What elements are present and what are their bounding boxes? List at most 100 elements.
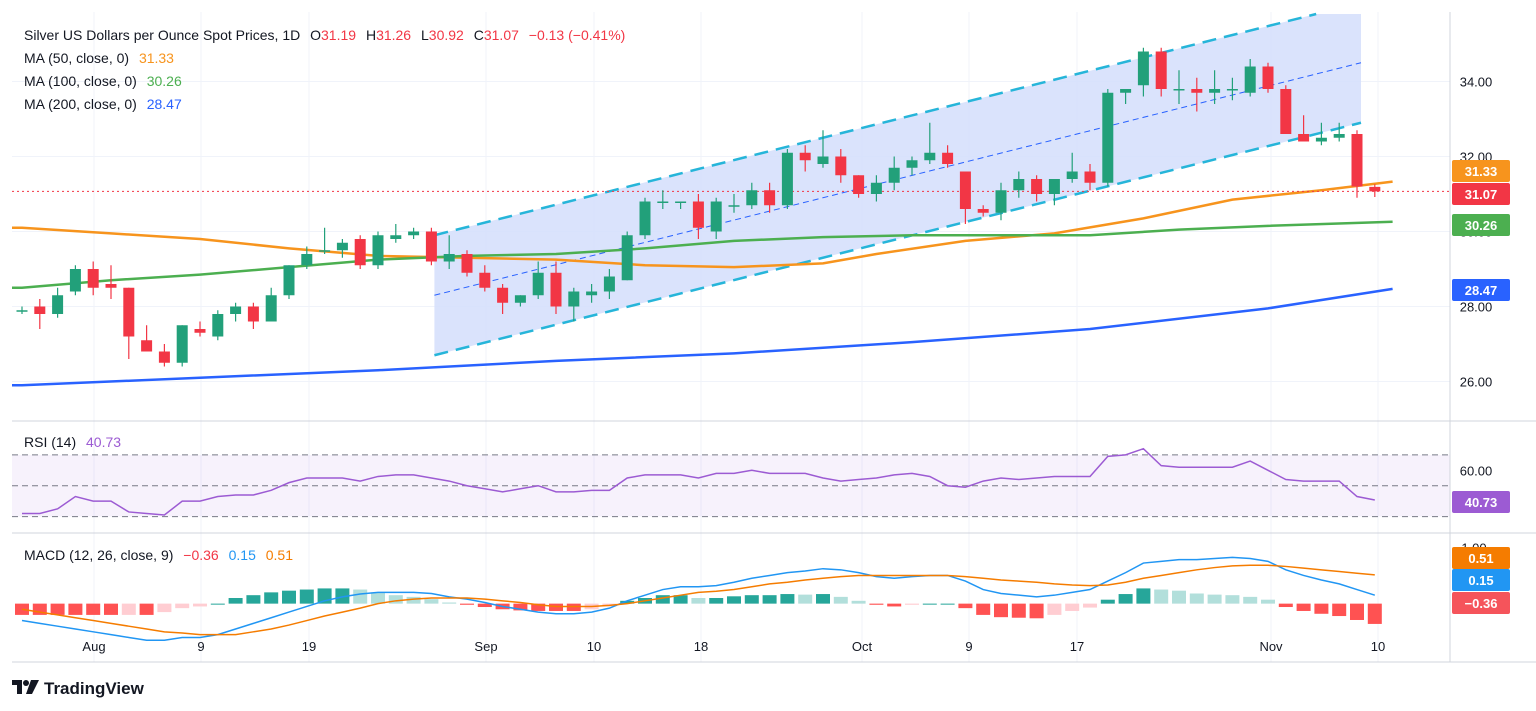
candle-body bbox=[1191, 89, 1203, 93]
candle-body bbox=[69, 269, 81, 292]
macd-histogram-bar bbox=[1154, 589, 1169, 604]
candle-body bbox=[550, 272, 562, 307]
macd-histogram-bar bbox=[246, 595, 261, 604]
candle bbox=[977, 205, 989, 217]
macd-histogram-bar bbox=[86, 603, 101, 615]
candle-body bbox=[16, 310, 28, 312]
x-axis-label: 9 bbox=[965, 639, 972, 654]
candle bbox=[675, 201, 687, 209]
macd-histogram-bar bbox=[50, 603, 65, 615]
x-axis-label: 17 bbox=[1070, 639, 1084, 654]
macd-histogram-bar bbox=[388, 595, 403, 604]
rsi-badge: 40.73 bbox=[1452, 491, 1510, 513]
candle-body bbox=[212, 314, 224, 337]
macd-histogram-bar bbox=[531, 603, 546, 611]
candle bbox=[497, 284, 509, 314]
price-axis-label: 26.00 bbox=[1460, 375, 1493, 390]
ma100-label: MA (100, close, 0) bbox=[24, 73, 137, 89]
candle bbox=[835, 149, 847, 183]
macd-histogram-bar bbox=[210, 603, 225, 605]
candle-body bbox=[1137, 51, 1149, 86]
price-axis-label: 34.00 bbox=[1460, 75, 1493, 90]
candle-body bbox=[1013, 179, 1025, 191]
candle bbox=[764, 182, 776, 213]
candle-body bbox=[1084, 171, 1096, 183]
candle bbox=[1191, 77, 1203, 112]
rsi-badge-label: 40.73 bbox=[1465, 495, 1498, 510]
price-badge: 30.26 bbox=[1452, 214, 1510, 236]
candle-body bbox=[710, 201, 722, 232]
tradingview-logo[interactable]: TradingView bbox=[12, 679, 145, 698]
candle bbox=[853, 175, 865, 198]
rsi-indicator bbox=[12, 447, 1450, 518]
candle bbox=[372, 231, 384, 269]
candle-body bbox=[319, 250, 331, 252]
x-axis-label: 19 bbox=[302, 639, 316, 654]
candle-body bbox=[265, 295, 277, 322]
ma100-value: 30.26 bbox=[147, 73, 182, 89]
macd-histogram-bar bbox=[371, 592, 385, 604]
candle bbox=[532, 261, 544, 299]
regression-channel bbox=[434, 12, 1362, 357]
candle bbox=[942, 145, 954, 168]
candle-body bbox=[87, 269, 99, 288]
low-value: 30.92 bbox=[429, 27, 464, 43]
candle bbox=[1315, 122, 1327, 146]
x-axis-label: Nov bbox=[1259, 639, 1283, 654]
macd-histogram-bar bbox=[1065, 603, 1080, 611]
channel-upper-line bbox=[434, 12, 1317, 237]
x-axis-label: Aug bbox=[82, 639, 105, 654]
candle-body bbox=[728, 205, 740, 207]
macd-histogram-bar bbox=[727, 596, 741, 604]
ma100-line bbox=[12, 220, 1393, 289]
macd-histogram-bar bbox=[905, 603, 919, 605]
legend-ma50: MA (50, close, 0) 31.33 bbox=[24, 50, 174, 66]
candle-body bbox=[799, 152, 811, 161]
macd-histogram-bar bbox=[460, 603, 474, 605]
candle bbox=[1031, 175, 1043, 202]
macd-histogram-bar bbox=[655, 595, 670, 604]
macd-histogram-bar bbox=[32, 603, 47, 615]
candle bbox=[1280, 85, 1292, 134]
macd-badge: 0.15 bbox=[1452, 569, 1510, 591]
macd-histogram-bar bbox=[922, 603, 937, 605]
high-value: 31.26 bbox=[376, 27, 411, 43]
candle-body bbox=[514, 295, 526, 303]
macd-histogram-bar bbox=[477, 603, 492, 608]
candle-body bbox=[158, 351, 170, 363]
candle bbox=[283, 265, 295, 299]
candle-body bbox=[34, 306, 46, 314]
candle bbox=[1102, 89, 1114, 187]
close-value: 31.07 bbox=[484, 27, 519, 43]
macd-label: MACD (12, 26, close, 9) bbox=[24, 547, 173, 563]
macd-histogram-bar bbox=[673, 595, 688, 604]
candle-body bbox=[1244, 66, 1256, 93]
candle-body bbox=[425, 231, 437, 262]
candle bbox=[1155, 47, 1167, 97]
candle-body bbox=[1280, 89, 1292, 134]
candle-body bbox=[1102, 92, 1114, 183]
price-badge: 28.47 bbox=[1452, 279, 1510, 301]
low-label: L bbox=[421, 27, 429, 43]
macd-histogram-bar bbox=[1029, 603, 1044, 619]
macd-histogram-bar bbox=[424, 599, 439, 604]
brand-name: TradingView bbox=[44, 679, 145, 698]
candle bbox=[1013, 171, 1025, 198]
candle-body bbox=[621, 235, 633, 281]
candle-body bbox=[532, 272, 544, 296]
candle-body bbox=[247, 306, 259, 322]
candle bbox=[710, 197, 722, 239]
candle-body bbox=[942, 152, 954, 164]
macd-badge-bg bbox=[1452, 547, 1510, 569]
macd-histogram-bar bbox=[264, 592, 279, 604]
candle-body bbox=[764, 190, 776, 206]
candle bbox=[1244, 59, 1256, 97]
price-badge: 31.07 bbox=[1452, 183, 1510, 205]
candle-body bbox=[888, 167, 900, 183]
candle bbox=[425, 227, 437, 266]
high-label: H bbox=[366, 27, 376, 43]
candle bbox=[1137, 47, 1149, 97]
candle bbox=[1333, 122, 1345, 142]
candle bbox=[781, 149, 793, 209]
